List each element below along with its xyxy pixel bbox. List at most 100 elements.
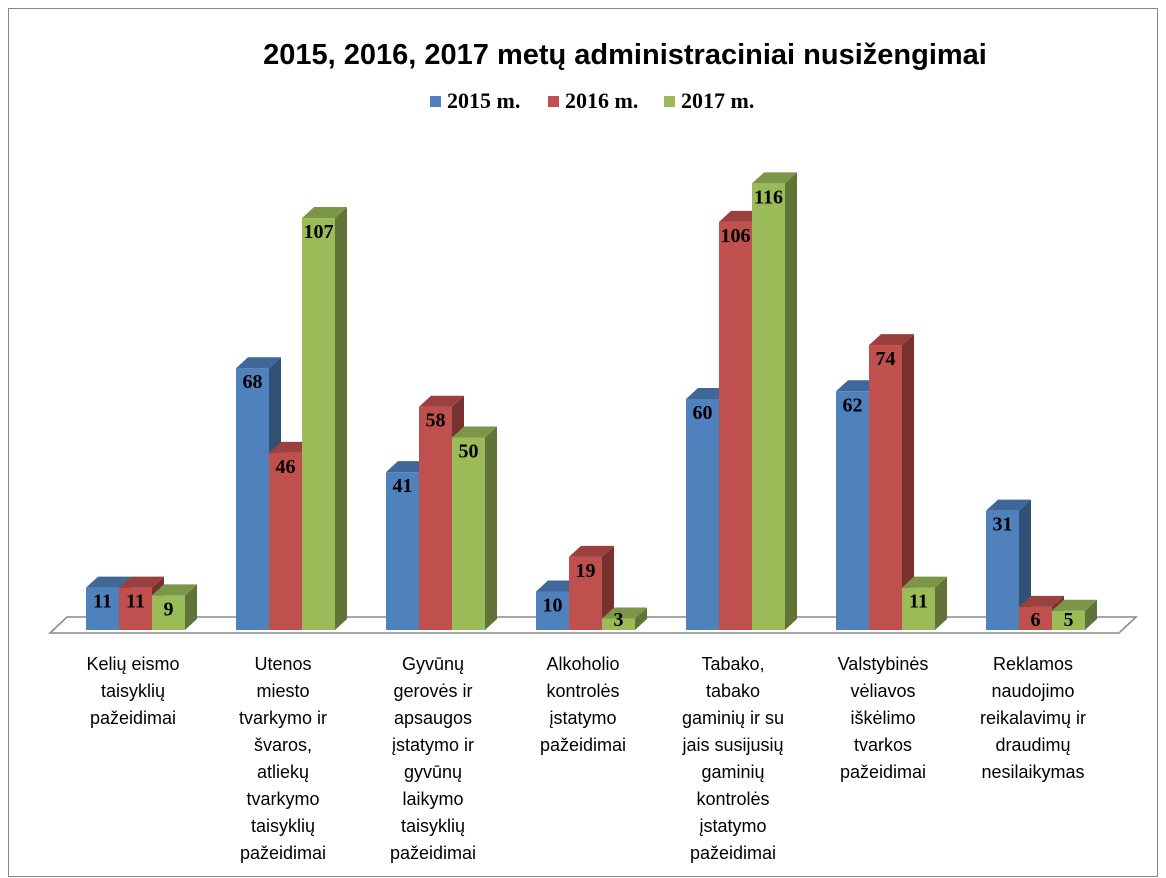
- bar-2017-m-category-7: [1052, 599, 1097, 630]
- data-label-2016-m-category-3: 58: [426, 410, 446, 432]
- bar-side-face: [602, 545, 614, 630]
- data-label-2017-m-category-2: 107: [304, 221, 334, 243]
- legend-label-2015: 2015 m.: [447, 88, 521, 113]
- bar-top-face: [569, 545, 614, 557]
- legend-swatch-2015: [430, 95, 441, 107]
- bar-side-face: [1019, 499, 1031, 630]
- data-label-2016-m-category-1: 11: [126, 591, 145, 613]
- bar-side-face: [485, 426, 497, 630]
- bar-top-face: [86, 576, 131, 588]
- data-label-2017-m-category-4: 3: [614, 609, 624, 631]
- bar-2017-m-category-5: [752, 172, 797, 630]
- category-label-5: Tabako, tabako gaminių ir su jais susiju…: [681, 654, 785, 863]
- bar-top-face: [1052, 599, 1097, 611]
- bar-front-face: [269, 452, 302, 630]
- bar-side-face: [635, 607, 647, 630]
- chart-border: [8, 8, 1158, 877]
- data-label-2015-m-category-4: 10: [543, 595, 563, 617]
- bar-top-face: [236, 357, 281, 369]
- data-label-2017-m-category-7: 5: [1064, 609, 1074, 631]
- bar-top-face: [119, 576, 164, 588]
- category-label-6: Valstybinės vėliavos iškėlimo tvarkos pa…: [837, 654, 929, 782]
- bar-cluster-7: [986, 499, 1097, 630]
- bar-front-face: [902, 587, 935, 630]
- data-label-2016-m-category-4: 19: [576, 560, 596, 582]
- bars: [86, 172, 1097, 631]
- category-label-3: Gyvūnų gerovės ir apsaugos įstatymo ir g…: [389, 654, 477, 863]
- data-label-2017-m-category-6: 11: [909, 591, 928, 613]
- bar-cluster-3: [386, 395, 497, 630]
- legend-item-2016: 2016 m.: [548, 89, 638, 113]
- bar-side-face: [1085, 599, 1097, 630]
- bar-front-face: [836, 391, 869, 630]
- category-label-7: Reklamos naudojimo reikalavimų ir draudi…: [979, 654, 1087, 782]
- bar-side-face: [902, 334, 914, 630]
- bar-cluster-6: [836, 334, 947, 630]
- bar-2017-m-category-2: [302, 207, 347, 631]
- bar-side-face: [935, 576, 947, 630]
- bar-2015-m-category-7: [986, 499, 1031, 630]
- data-label-2016-m-category-2: 46: [276, 456, 296, 478]
- data-label-2015-m-category-3: 41: [393, 475, 413, 497]
- data-label-2017-m-category-3: 50: [459, 441, 479, 463]
- legend-swatch-2017: [664, 95, 675, 107]
- bar-front-face: [152, 595, 185, 630]
- bar-top-face: [752, 172, 797, 184]
- bar-cluster-5: [686, 172, 797, 630]
- bar-front-face: [719, 221, 752, 630]
- data-label-2015-m-category-1: 11: [93, 591, 112, 613]
- legend-item-2015: 2015 m.: [430, 89, 520, 113]
- bar-side-face: [785, 172, 797, 630]
- bar-front-face: [1052, 610, 1085, 630]
- bar-cluster-2: [236, 207, 347, 631]
- legend-label-2017: 2017 m.: [681, 88, 755, 113]
- bar-front-face: [452, 437, 485, 630]
- bar-top-face: [902, 576, 947, 588]
- data-label-2017-m-category-5: 116: [754, 186, 783, 208]
- data-label-2015-m-category-6: 62: [843, 394, 863, 416]
- bar-front-face: [686, 399, 719, 630]
- bar-2017-m-category-1: [152, 584, 197, 630]
- data-label-2016-m-category-6: 74: [876, 348, 896, 370]
- bar-front-face: [419, 406, 452, 630]
- bar-2017-m-category-4: [602, 607, 647, 630]
- bar-front-face: [602, 618, 635, 630]
- data-label-2016-m-category-5: 106: [721, 225, 751, 247]
- bar-top-face: [302, 207, 347, 219]
- chart-title: 2015, 2016, 2017 metų administraciniai n…: [263, 39, 987, 71]
- bar-2016-m-category-6: [869, 334, 914, 630]
- data-label-2016-m-category-7: 6: [1031, 609, 1041, 631]
- bar-2017-m-category-6: [902, 576, 947, 630]
- bar-2016-m-category-4: [569, 545, 614, 630]
- bar-top-face: [1019, 595, 1064, 607]
- bar-top-face: [419, 395, 464, 407]
- bar-front-face: [536, 591, 569, 630]
- bar-top-face: [869, 334, 914, 346]
- data-label-2015-m-category-2: 68: [243, 371, 263, 393]
- data-label-2015-m-category-5: 60: [693, 402, 713, 424]
- legend-swatch-2016: [548, 95, 559, 107]
- data-label-2015-m-category-7: 31: [993, 514, 1013, 536]
- category-label-4: Alkoholio kontrolės įstatymo pažeidimai: [539, 654, 627, 755]
- bar-top-face: [602, 607, 647, 619]
- bar-front-face: [236, 368, 269, 630]
- bar-top-face: [986, 499, 1031, 511]
- data-label-2017-m-category-1: 9: [164, 598, 174, 620]
- bar-front-face: [569, 556, 602, 630]
- category-label-1: Kelių eismo taisyklių pažeidimai: [86, 654, 180, 728]
- category-label-2: Utenos miesto tvarkymo ir švaros, atliek…: [238, 654, 327, 863]
- legend-label-2016: 2016 m.: [565, 88, 639, 113]
- bar-front-face: [752, 183, 785, 630]
- bar-top-face: [452, 426, 497, 438]
- bar-front-face: [1019, 606, 1052, 630]
- bar-top-face: [152, 584, 197, 596]
- bar-front-face: [869, 345, 902, 630]
- bar-cluster-1: [86, 576, 197, 630]
- bar-front-face: [986, 510, 1019, 630]
- bar-cluster-4: [536, 545, 647, 630]
- legend-item-2017: 2017 m.: [664, 89, 754, 113]
- bar-front-face: [86, 587, 119, 630]
